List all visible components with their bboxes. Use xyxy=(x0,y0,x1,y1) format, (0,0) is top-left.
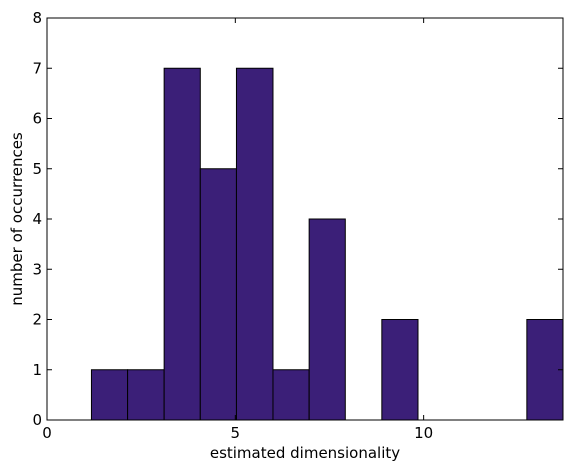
bar xyxy=(308,218,346,421)
x-tick-label: 0 xyxy=(42,424,52,442)
plot-frame xyxy=(46,17,564,421)
bar xyxy=(127,369,165,421)
bar xyxy=(526,319,564,421)
y-tick-label: 3 xyxy=(32,260,42,278)
bar xyxy=(90,369,129,421)
bar xyxy=(381,319,419,421)
bar xyxy=(235,67,274,421)
y-axis-label: number of occurrences xyxy=(8,132,26,306)
y-tick-label: 4 xyxy=(32,210,42,228)
y-tick-label: 1 xyxy=(32,361,42,379)
bar xyxy=(199,168,237,421)
y-tick-label: 7 xyxy=(32,59,42,77)
x-tick-label: 10 xyxy=(414,424,433,442)
y-tick-label: 0 xyxy=(32,411,42,429)
bar xyxy=(163,67,201,421)
y-tick-label: 2 xyxy=(32,311,42,329)
y-tick-label: 8 xyxy=(32,9,42,27)
bar xyxy=(272,369,310,421)
y-tick-label: 6 xyxy=(32,110,42,128)
x-tick-label: 5 xyxy=(231,424,241,442)
y-tick-label: 5 xyxy=(32,160,42,178)
x-axis-label: estimated dimensionality xyxy=(210,444,400,462)
